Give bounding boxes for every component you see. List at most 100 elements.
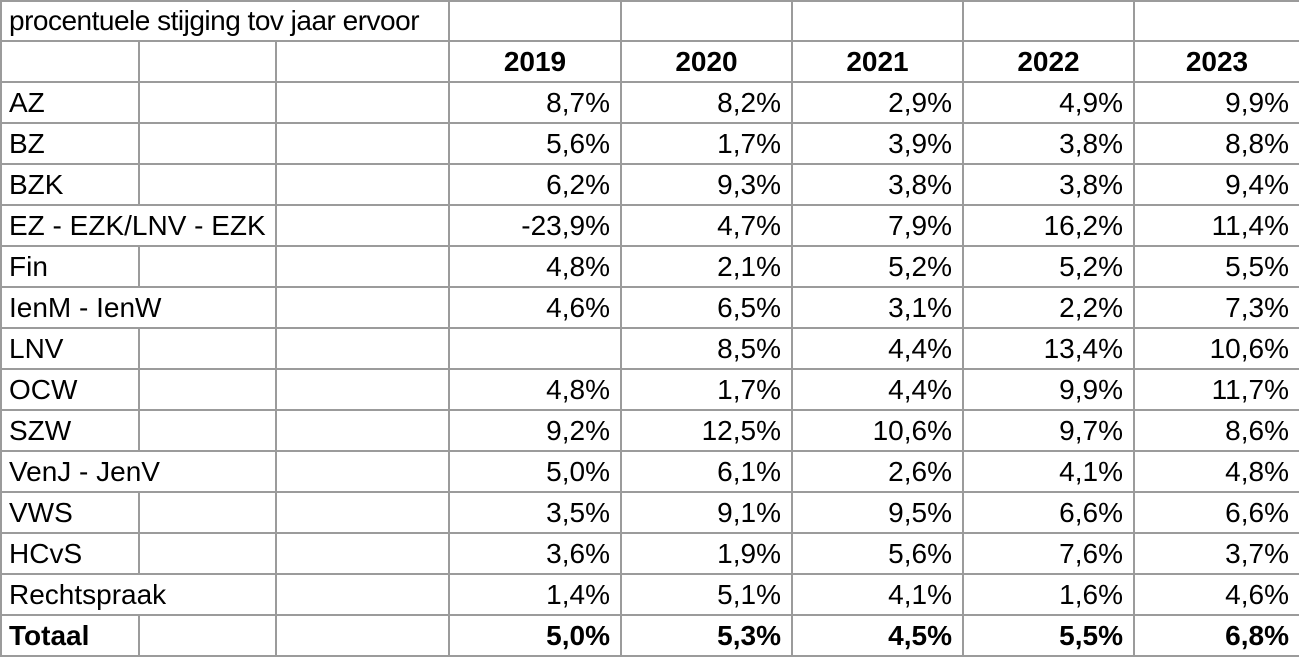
value-cell[interactable]: 10,6% bbox=[791, 409, 964, 452]
value-cell[interactable]: 4,9% bbox=[962, 81, 1135, 124]
value-cell[interactable]: 11,4% bbox=[1133, 204, 1299, 247]
empty-cell[interactable] bbox=[620, 0, 793, 42]
empty-cell[interactable] bbox=[138, 409, 277, 452]
value-cell[interactable]: 3,8% bbox=[791, 163, 964, 206]
value-cell[interactable]: 3,8% bbox=[962, 163, 1135, 206]
empty-cell[interactable] bbox=[275, 204, 450, 247]
value-cell[interactable]: -23,9% bbox=[448, 204, 622, 247]
empty-cell[interactable] bbox=[275, 40, 450, 83]
value-cell[interactable]: 11,7% bbox=[1133, 368, 1299, 411]
empty-cell[interactable] bbox=[275, 81, 450, 124]
value-cell[interactable]: 5,1% bbox=[620, 573, 793, 616]
value-cell[interactable]: 10,6% bbox=[1133, 327, 1299, 370]
value-cell[interactable]: 6,6% bbox=[962, 491, 1135, 534]
empty-cell[interactable] bbox=[138, 81, 277, 124]
row-label-cell[interactable]: EZ - EZK/LNV - EZK bbox=[0, 204, 277, 247]
row-label-cell[interactable]: IenM - IenW bbox=[0, 286, 277, 329]
value-cell[interactable]: 8,5% bbox=[620, 327, 793, 370]
value-cell[interactable] bbox=[448, 327, 622, 370]
value-cell[interactable]: 6,2% bbox=[448, 163, 622, 206]
value-cell[interactable]: 1,6% bbox=[962, 573, 1135, 616]
value-cell[interactable]: 9,9% bbox=[1133, 81, 1299, 124]
empty-cell[interactable] bbox=[275, 614, 450, 657]
value-cell[interactable]: 5,2% bbox=[962, 245, 1135, 288]
value-cell[interactable]: 4,4% bbox=[791, 368, 964, 411]
value-cell[interactable]: 9,3% bbox=[620, 163, 793, 206]
value-cell[interactable]: 2,9% bbox=[791, 81, 964, 124]
empty-cell[interactable] bbox=[275, 450, 450, 493]
row-label-cell[interactable]: AZ bbox=[0, 81, 140, 124]
empty-cell[interactable] bbox=[275, 286, 450, 329]
value-cell[interactable]: 12,5% bbox=[620, 409, 793, 452]
value-cell[interactable]: 8,8% bbox=[1133, 122, 1299, 165]
empty-cell[interactable] bbox=[138, 245, 277, 288]
empty-cell[interactable] bbox=[275, 491, 450, 534]
value-cell[interactable]: 4,5% bbox=[791, 614, 964, 657]
row-label-cell[interactable]: Totaal bbox=[0, 614, 140, 657]
value-cell[interactable]: 4,7% bbox=[620, 204, 793, 247]
value-cell[interactable]: 16,2% bbox=[962, 204, 1135, 247]
value-cell[interactable]: 6,5% bbox=[620, 286, 793, 329]
empty-cell[interactable] bbox=[275, 163, 450, 206]
value-cell[interactable]: 1,7% bbox=[620, 368, 793, 411]
empty-cell[interactable] bbox=[1133, 0, 1299, 42]
value-cell[interactable]: 9,7% bbox=[962, 409, 1135, 452]
empty-cell[interactable] bbox=[138, 327, 277, 370]
row-label-cell[interactable]: VenJ - JenV bbox=[0, 450, 277, 493]
value-cell[interactable]: 5,6% bbox=[448, 122, 622, 165]
value-cell[interactable]: 6,1% bbox=[620, 450, 793, 493]
value-cell[interactable]: 5,3% bbox=[620, 614, 793, 657]
empty-cell[interactable] bbox=[138, 491, 277, 534]
value-cell[interactable]: 7,6% bbox=[962, 532, 1135, 575]
empty-cell[interactable] bbox=[138, 40, 277, 83]
value-cell[interactable]: 3,1% bbox=[791, 286, 964, 329]
value-cell[interactable]: 3,8% bbox=[962, 122, 1135, 165]
value-cell[interactable]: 4,8% bbox=[448, 368, 622, 411]
year-header[interactable]: 2022 bbox=[962, 40, 1135, 83]
value-cell[interactable]: 4,6% bbox=[1133, 573, 1299, 616]
value-cell[interactable]: 3,5% bbox=[448, 491, 622, 534]
value-cell[interactable]: 9,4% bbox=[1133, 163, 1299, 206]
year-header[interactable]: 2019 bbox=[448, 40, 622, 83]
empty-cell[interactable] bbox=[275, 122, 450, 165]
empty-cell[interactable] bbox=[138, 368, 277, 411]
value-cell[interactable]: 5,6% bbox=[791, 532, 964, 575]
value-cell[interactable]: 1,4% bbox=[448, 573, 622, 616]
value-cell[interactable]: 13,4% bbox=[962, 327, 1135, 370]
empty-cell[interactable] bbox=[962, 0, 1135, 42]
row-label-cell[interactable]: VWS bbox=[0, 491, 140, 534]
value-cell[interactable]: 5,0% bbox=[448, 614, 622, 657]
empty-cell[interactable] bbox=[275, 327, 450, 370]
row-label-cell[interactable]: HCvS bbox=[0, 532, 140, 575]
row-label-cell[interactable]: BZ bbox=[0, 122, 140, 165]
value-cell[interactable]: 3,7% bbox=[1133, 532, 1299, 575]
empty-cell[interactable] bbox=[138, 532, 277, 575]
value-cell[interactable]: 4,8% bbox=[1133, 450, 1299, 493]
empty-cell[interactable] bbox=[275, 245, 450, 288]
value-cell[interactable]: 3,6% bbox=[448, 532, 622, 575]
value-cell[interactable]: 3,9% bbox=[791, 122, 964, 165]
row-label-cell[interactable]: LNV bbox=[0, 327, 140, 370]
value-cell[interactable]: 6,8% bbox=[1133, 614, 1299, 657]
value-cell[interactable]: 9,5% bbox=[791, 491, 964, 534]
empty-cell[interactable] bbox=[275, 409, 450, 452]
value-cell[interactable]: 5,5% bbox=[962, 614, 1135, 657]
empty-cell[interactable] bbox=[275, 368, 450, 411]
value-cell[interactable]: 9,2% bbox=[448, 409, 622, 452]
row-label-cell[interactable]: Fin bbox=[0, 245, 140, 288]
value-cell[interactable]: 9,9% bbox=[962, 368, 1135, 411]
table-title-cell[interactable]: procentuele stijging tov jaar ervoor bbox=[0, 0, 450, 42]
value-cell[interactable]: 7,9% bbox=[791, 204, 964, 247]
value-cell[interactable]: 4,1% bbox=[962, 450, 1135, 493]
year-header[interactable]: 2020 bbox=[620, 40, 793, 83]
empty-cell[interactable] bbox=[275, 532, 450, 575]
row-label-cell[interactable]: OCW bbox=[0, 368, 140, 411]
value-cell[interactable]: 4,1% bbox=[791, 573, 964, 616]
empty-cell[interactable] bbox=[138, 163, 277, 206]
empty-cell[interactable] bbox=[275, 573, 450, 616]
value-cell[interactable]: 2,2% bbox=[962, 286, 1135, 329]
value-cell[interactable]: 5,0% bbox=[448, 450, 622, 493]
value-cell[interactable]: 1,9% bbox=[620, 532, 793, 575]
value-cell[interactable]: 1,7% bbox=[620, 122, 793, 165]
value-cell[interactable]: 7,3% bbox=[1133, 286, 1299, 329]
